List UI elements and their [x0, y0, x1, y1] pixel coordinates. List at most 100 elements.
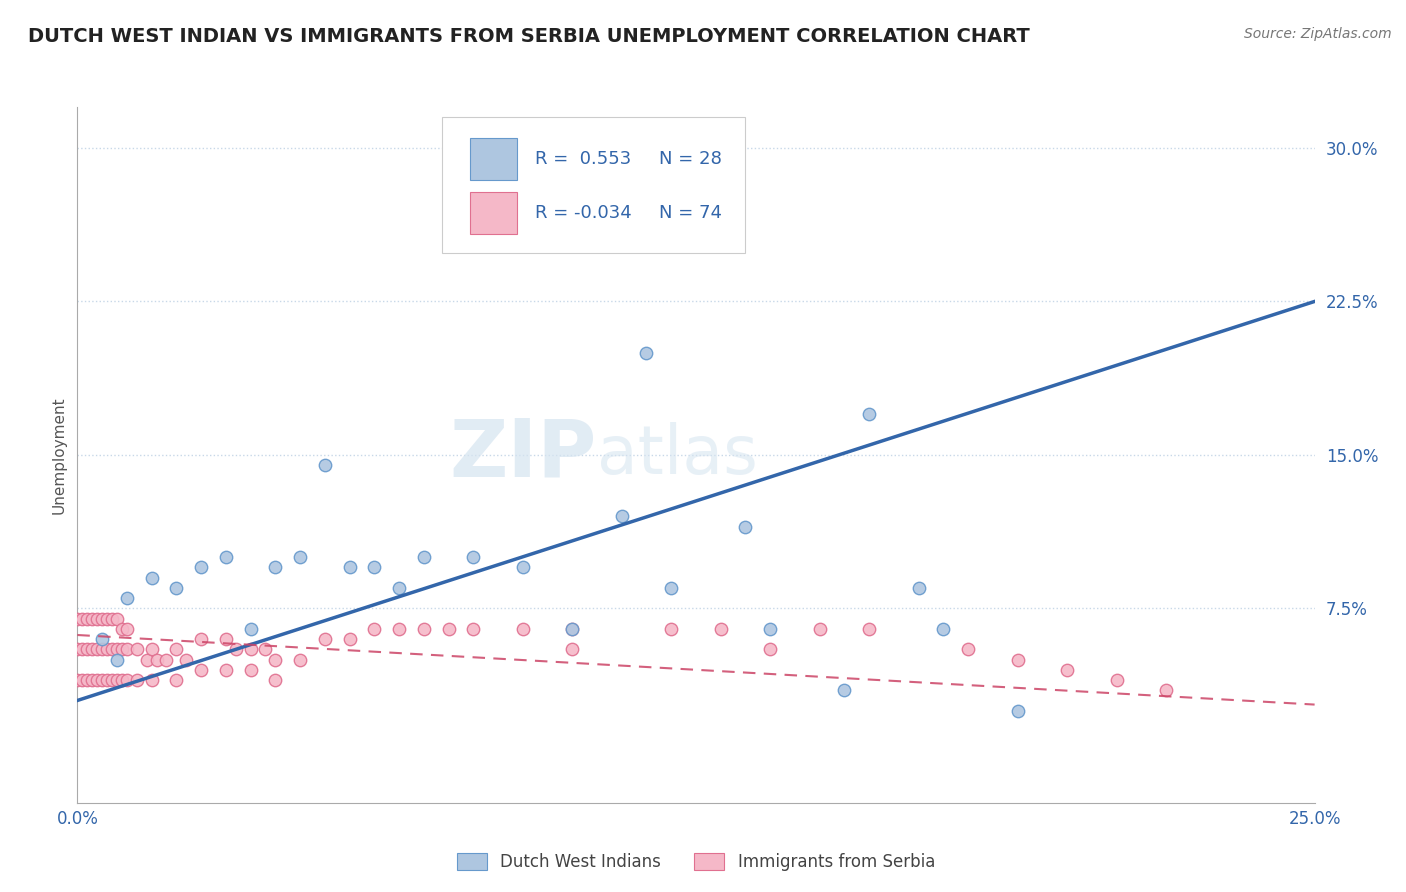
Point: [66, 612, 89, 626]
Point: [834, 683, 856, 698]
Point: [254, 642, 277, 657]
Point: [115, 642, 138, 657]
Point: [239, 622, 262, 636]
Point: [105, 652, 128, 666]
Point: [239, 663, 262, 677]
Point: [388, 581, 411, 595]
Point: [659, 622, 682, 636]
Point: [659, 581, 682, 595]
Point: [264, 673, 287, 687]
Point: [907, 581, 929, 595]
Point: [388, 622, 411, 636]
Point: [91, 612, 114, 626]
Point: [91, 673, 114, 687]
Point: [734, 519, 756, 533]
Point: [141, 571, 163, 585]
Point: [115, 622, 138, 636]
Point: [363, 560, 385, 574]
Point: [82, 612, 104, 626]
Point: [288, 652, 311, 666]
Point: [125, 642, 148, 657]
Text: DUTCH WEST INDIAN VS IMMIGRANTS FROM SERBIA UNEMPLOYMENT CORRELATION CHART: DUTCH WEST INDIAN VS IMMIGRANTS FROM SER…: [28, 27, 1029, 45]
Point: [339, 560, 361, 574]
Point: [91, 642, 114, 657]
Text: N = 28: N = 28: [659, 150, 721, 169]
Point: [96, 642, 118, 657]
Point: [76, 642, 98, 657]
Point: [1105, 673, 1128, 687]
Point: [82, 673, 104, 687]
Point: [115, 673, 138, 687]
Point: [72, 612, 94, 626]
Point: [314, 632, 336, 646]
Point: [463, 622, 485, 636]
Point: [858, 622, 880, 636]
Text: ZIP: ZIP: [450, 416, 598, 494]
Point: [1007, 652, 1029, 666]
Point: [1007, 704, 1029, 718]
Point: [710, 622, 733, 636]
Point: [105, 642, 128, 657]
Point: [96, 673, 118, 687]
Point: [225, 642, 247, 657]
Point: [105, 612, 128, 626]
Point: [145, 652, 167, 666]
FancyBboxPatch shape: [470, 192, 516, 234]
Point: [215, 663, 238, 677]
Point: [190, 632, 212, 646]
Point: [215, 550, 238, 565]
Point: [155, 652, 177, 666]
Point: [86, 642, 108, 657]
Point: [125, 673, 148, 687]
Point: [190, 663, 212, 677]
Point: [82, 642, 104, 657]
Point: [165, 581, 187, 595]
Point: [759, 622, 782, 636]
Point: [91, 632, 114, 646]
Point: [363, 622, 385, 636]
Point: [412, 622, 434, 636]
Point: [86, 612, 108, 626]
Point: [339, 632, 361, 646]
Point: [111, 622, 134, 636]
Point: [610, 509, 633, 524]
Point: [86, 673, 108, 687]
Point: [105, 673, 128, 687]
Point: [561, 622, 583, 636]
Point: [101, 673, 124, 687]
FancyBboxPatch shape: [443, 118, 745, 253]
Point: [932, 622, 955, 636]
Point: [165, 642, 187, 657]
Point: [72, 673, 94, 687]
Point: [759, 642, 782, 657]
Text: Source: ZipAtlas.com: Source: ZipAtlas.com: [1244, 27, 1392, 41]
Point: [561, 642, 583, 657]
Point: [115, 591, 138, 606]
Point: [808, 622, 831, 636]
Point: [66, 642, 89, 657]
Point: [1056, 663, 1078, 677]
Point: [264, 560, 287, 574]
Text: R =  0.553: R = 0.553: [536, 150, 631, 169]
Point: [1154, 683, 1177, 698]
Text: N = 74: N = 74: [659, 203, 721, 222]
Point: [215, 632, 238, 646]
Point: [135, 652, 157, 666]
Point: [76, 673, 98, 687]
Y-axis label: Unemployment: Unemployment: [51, 396, 66, 514]
Point: [437, 622, 460, 636]
Point: [512, 622, 534, 636]
Point: [512, 560, 534, 574]
Point: [76, 612, 98, 626]
Point: [66, 673, 89, 687]
Text: R = -0.034: R = -0.034: [536, 203, 631, 222]
Point: [96, 612, 118, 626]
Point: [463, 550, 485, 565]
Point: [190, 560, 212, 574]
Point: [314, 458, 336, 472]
Point: [957, 642, 980, 657]
Point: [561, 622, 583, 636]
Point: [174, 652, 197, 666]
FancyBboxPatch shape: [470, 138, 516, 180]
Point: [858, 407, 880, 421]
